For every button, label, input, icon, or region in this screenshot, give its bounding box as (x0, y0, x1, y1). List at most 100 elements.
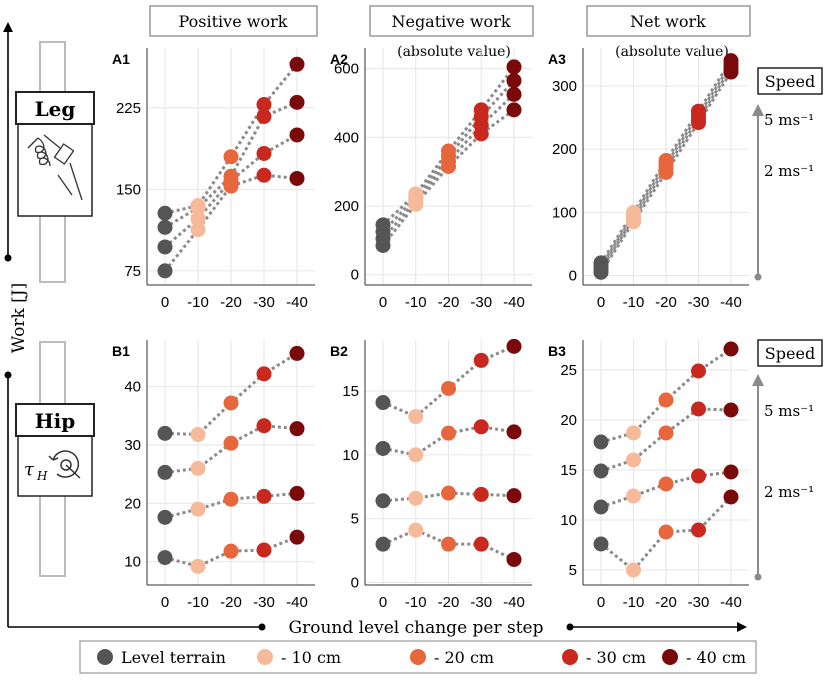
data-point (157, 239, 173, 255)
data-point (626, 425, 641, 441)
series-line (164, 535, 298, 568)
legend-marker (97, 649, 113, 665)
leg-label: Leg (35, 97, 76, 121)
series-line (381, 65, 516, 226)
data-point (289, 485, 305, 501)
column-header-negative-label: Negative work (391, 12, 510, 31)
data-point (691, 103, 706, 119)
y-tick-label: 20 (560, 412, 577, 429)
x-tick-label: -10 (405, 294, 427, 311)
x-tick-label: -20 (220, 594, 242, 611)
y-axis-origin-dot (4, 254, 12, 262)
x-tick-label: -40 (286, 594, 308, 611)
data-point (723, 464, 739, 480)
x-tick-label: -30 (253, 594, 275, 611)
x-tick-label: -20 (220, 294, 242, 311)
x-tick-label: -20 (438, 294, 460, 311)
hip-label: Hip (35, 409, 75, 433)
data-point (223, 435, 239, 451)
panel-a2: 0 200 400 600 0 -10 -20 -30 -40 A2 (330, 48, 532, 311)
data-point (375, 493, 391, 509)
data-point (473, 352, 489, 368)
y-tick-label: 40 (124, 379, 141, 396)
data-point (157, 219, 173, 235)
series-line (382, 528, 515, 561)
panel-id-b1: B1 (112, 343, 130, 359)
data-point (723, 53, 739, 69)
net-subheader: (absolute value) (615, 44, 729, 60)
legend-label: - 20 cm (434, 648, 494, 667)
panel-id-b3: B3 (548, 343, 566, 359)
data-point (506, 86, 522, 102)
data-point (190, 501, 206, 517)
data-point (157, 263, 173, 279)
y-tick-label: 10 (124, 554, 141, 571)
x-axis-left-dot (258, 623, 266, 631)
y-tick-label: 25 (560, 362, 577, 379)
y-tick-label: 5 (569, 562, 577, 579)
data-point (658, 524, 674, 540)
data-point (157, 550, 173, 566)
data-point (375, 440, 391, 456)
panel-a1: 75 150 225 0 -10 -20 -30 -40 A1 (112, 48, 315, 311)
legend: Level terrain - 10 cm - 20 cm - 30 cm - 40 c… (79, 640, 757, 674)
y-tick-label: 100 (552, 204, 577, 221)
x-tick-label: -20 (438, 594, 460, 611)
data-point (375, 395, 391, 411)
data-point (289, 345, 305, 361)
y-axis-label: Work [J] (9, 283, 29, 353)
data-point (408, 490, 424, 506)
y-tick-label: 20 (124, 495, 141, 512)
x-tick-label: 0 (597, 594, 605, 611)
data-point (190, 198, 206, 214)
data-point (157, 425, 173, 441)
spring-damper-icon (27, 134, 83, 201)
data-point (256, 418, 272, 434)
legend-item: - 10 cm (257, 648, 341, 667)
x-tick-label: -30 (688, 594, 710, 611)
x-tick-label: -10 (623, 594, 645, 611)
series-line (599, 71, 733, 274)
speed-label-bottom: Speed (765, 344, 815, 363)
data-point (256, 97, 272, 113)
data-point (408, 522, 424, 538)
x-tick-label: 0 (379, 294, 387, 311)
column-header-net-label: Net work (630, 12, 706, 31)
y-tick-label: 75 (124, 263, 141, 280)
data-point (691, 363, 706, 379)
data-point (223, 168, 239, 184)
data-point (723, 402, 739, 418)
data-point (190, 558, 206, 574)
data-point (506, 424, 522, 440)
data-point (289, 127, 305, 143)
x-tick-label: -40 (503, 594, 525, 611)
data-point (658, 425, 674, 441)
data-point (289, 56, 305, 72)
y-tick-label: 150 (116, 181, 141, 198)
y-tick-label: 15 (342, 383, 359, 400)
data-point (691, 401, 706, 417)
leg-diagram: Leg (15, 41, 95, 283)
series-line (382, 491, 515, 503)
x-tick-label: -10 (187, 594, 209, 611)
column-header-negative: Negative work (369, 5, 534, 37)
x-tick-label: -30 (688, 294, 710, 311)
panel-id-b2: B2 (330, 343, 348, 359)
y-tick-label: 10 (560, 512, 577, 529)
data-point (190, 222, 206, 238)
data-point (256, 145, 272, 161)
x-tick-label: -40 (720, 594, 742, 611)
x-tick-label: -40 (503, 294, 525, 311)
y-tick-label: 15 (560, 462, 577, 479)
panel-id-a3: A3 (548, 51, 566, 67)
data-point (506, 551, 522, 567)
panel-b1: 10 20 30 40 0 -10 -20 -30 -40 B1 (112, 340, 315, 611)
x-tick-label: -40 (720, 294, 742, 311)
data-point (626, 204, 641, 220)
y-tick-label: 0 (569, 268, 577, 285)
data-point (441, 143, 456, 159)
legend-marker (410, 649, 426, 665)
legend-label: - 10 cm (281, 648, 341, 667)
data-point (256, 167, 272, 183)
x-tick-label: -30 (253, 294, 275, 311)
